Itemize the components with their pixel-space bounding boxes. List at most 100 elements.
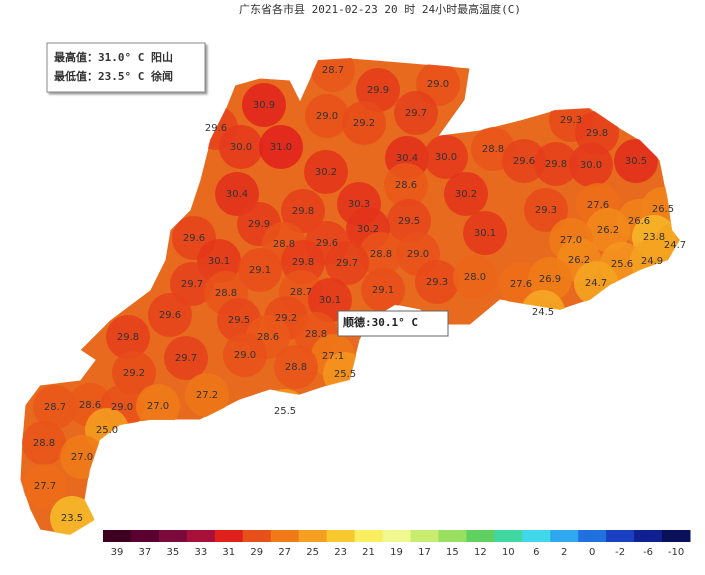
region-fill — [22, 421, 66, 465]
region-value: 29.0 — [316, 111, 338, 122]
region-value: 28.0 — [464, 272, 486, 283]
legend-swatch — [214, 530, 244, 542]
region-value: 29.8 — [292, 257, 314, 268]
region-value: 23.8 — [643, 232, 665, 243]
region-value: 25.5 — [334, 369, 356, 380]
legend-swatch — [354, 530, 384, 542]
region-fill — [185, 373, 229, 417]
region-value: 30.9 — [253, 100, 275, 111]
region-value: 30.2 — [315, 167, 337, 178]
region-fill — [223, 333, 267, 377]
region-value: 26.6 — [628, 216, 650, 227]
region-fill — [359, 232, 403, 276]
region-value: 26.2 — [568, 255, 590, 266]
legend-swatch — [103, 530, 132, 542]
region-labels: 28.729.929.030.929.029.229.729.329.829.6… — [33, 65, 686, 524]
legend-swatch — [522, 530, 551, 542]
region-fill — [304, 150, 348, 194]
region-value: 28.8 — [273, 239, 295, 250]
region-fill — [112, 351, 156, 395]
region-fill — [569, 143, 613, 187]
region-value: 24.7 — [585, 278, 607, 289]
region-value: 29.3 — [426, 277, 448, 288]
region-value: 24.5 — [532, 307, 554, 318]
region-fill — [259, 125, 303, 169]
legend-swatch — [130, 530, 160, 542]
legend-label: 19 — [390, 547, 403, 558]
legend-swatch — [298, 530, 328, 542]
region-value: 28.8 — [370, 249, 392, 260]
region-fill — [305, 94, 349, 138]
region-fill — [148, 293, 192, 337]
region-value: 28.6 — [257, 332, 279, 343]
region-value: 29.1 — [372, 285, 394, 296]
region-value: 27.7 — [34, 481, 56, 492]
legend-label: 29 — [250, 547, 263, 558]
region-fill — [242, 83, 286, 127]
region-value: 26.2 — [597, 225, 619, 236]
region-value: 29.7 — [405, 108, 427, 119]
region-value: 29.7 — [336, 258, 358, 269]
region-value: 29.7 — [181, 279, 203, 290]
region-value: 30.1 — [474, 228, 496, 239]
region-value: 29.3 — [535, 205, 557, 216]
legend-swatch — [158, 530, 188, 542]
title: 广东省各市县 2021-02-23 20 时 24小时最高温度(C) — [239, 2, 521, 16]
region-value: 29.8 — [586, 128, 608, 139]
region-value: 29.2 — [353, 118, 375, 129]
info-box — [46, 42, 206, 93]
region-value: 27.6 — [587, 200, 609, 211]
region-value: 30.2 — [455, 189, 477, 200]
legend-swatch — [270, 530, 300, 542]
region-fill — [356, 68, 400, 112]
legend-label: 37 — [139, 547, 152, 558]
region-value: 29.0 — [111, 402, 133, 413]
region-value: 30.1 — [208, 256, 230, 267]
region-value: 25.5 — [274, 406, 296, 417]
legend-swatch — [242, 530, 272, 542]
legend-label: 0 — [589, 547, 595, 558]
region-value: 29.6 — [183, 233, 205, 244]
legend-swatch — [326, 530, 356, 542]
region-value: 29.6 — [316, 238, 338, 249]
region-value: 29.5 — [398, 216, 420, 227]
region-value: 29.9 — [367, 85, 389, 96]
min-text: 最低值：23.5° C 徐闻 — [54, 69, 173, 83]
max-text: 最高值：31.0° C 阳山 — [54, 50, 173, 64]
region-fill — [387, 199, 431, 243]
region-value: 29.3 — [560, 115, 582, 126]
legend-label: 10 — [502, 547, 515, 558]
region-fill — [325, 241, 369, 285]
region-value: 29.8 — [292, 206, 314, 217]
region-value: 28.8 — [285, 362, 307, 373]
region-fill — [219, 125, 263, 169]
legend-label: -2 — [615, 547, 625, 558]
legend-label: 12 — [474, 547, 487, 558]
region-value: 29.9 — [248, 219, 270, 230]
region-value: 29.8 — [117, 332, 139, 343]
region-fill — [444, 172, 488, 216]
region-fill — [524, 188, 568, 232]
legend-label: -6 — [643, 547, 653, 558]
region-fill — [502, 139, 546, 183]
region-fill — [614, 139, 658, 183]
region-value: 23.5 — [61, 513, 83, 524]
legend-label: 35 — [167, 547, 180, 558]
legend-label: 39 — [111, 547, 124, 558]
region-value: 24.9 — [641, 256, 663, 267]
region-fill — [384, 163, 428, 207]
legend-swatch — [382, 530, 411, 542]
legend-swatch — [662, 530, 691, 542]
region-value: 29.2 — [275, 313, 297, 324]
region-value: 26.9 — [539, 274, 561, 285]
region-value: 29.6 — [513, 156, 535, 167]
legend-swatch — [494, 530, 523, 542]
region-value: 29.6 — [159, 310, 181, 321]
region-fill — [274, 345, 318, 389]
region-fill — [238, 248, 282, 292]
region-value: 31.0 — [270, 142, 292, 153]
region-value: 30.1 — [319, 295, 341, 306]
color-legend: 39 37 35 33 31 29 27 25 23 21 19 17 15 12 10 6 2 0 -2 -6 -10 — [103, 530, 691, 558]
region-fill — [361, 268, 405, 312]
region-value: 28.6 — [79, 400, 101, 411]
